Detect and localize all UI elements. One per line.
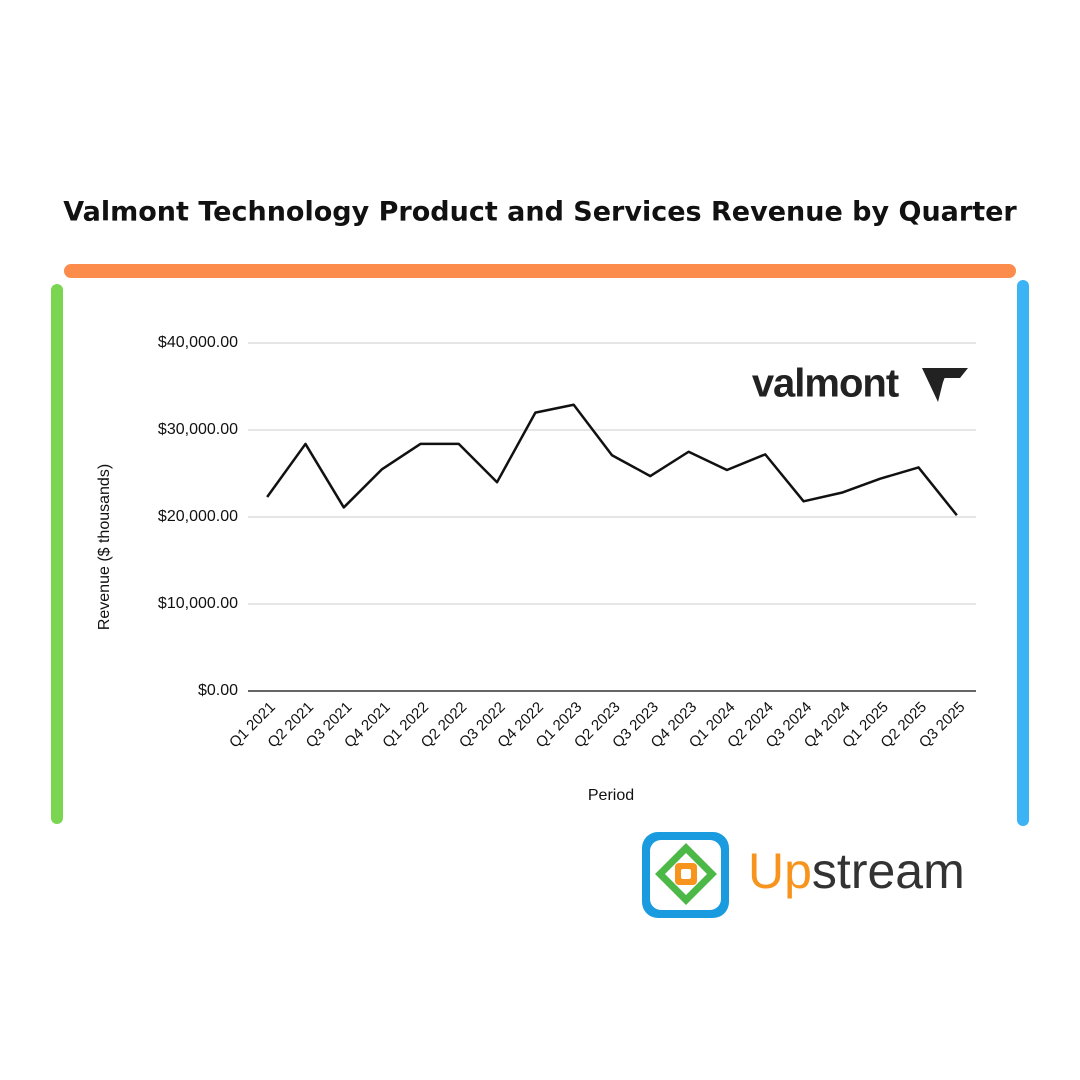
y-axis-label: Revenue ($ thousands) bbox=[96, 464, 113, 630]
upstream-text-part: stream bbox=[812, 843, 965, 899]
y-tick-label: $30,000.00 bbox=[158, 421, 238, 438]
valmont-logo-text: valmont bbox=[752, 362, 899, 406]
chart-title: Valmont Technology Product and Services … bbox=[63, 197, 1017, 228]
upstream-logo: Upstream bbox=[642, 832, 965, 918]
y-tick-label: $40,000.00 bbox=[158, 334, 238, 351]
y-tick-label: $20,000.00 bbox=[158, 508, 238, 525]
upstream-text: Upstream bbox=[748, 843, 965, 899]
valmont-logo: valmont bbox=[752, 362, 968, 406]
valmont-logo-mark bbox=[922, 368, 968, 402]
data-line bbox=[266, 403, 958, 517]
x-axis-label: Period bbox=[588, 787, 634, 804]
upstream-text-part: Up bbox=[748, 843, 812, 899]
y-tick-label: $0.00 bbox=[198, 682, 238, 699]
y-tick-label: $10,000.00 bbox=[158, 595, 238, 612]
upstream-icon-hole bbox=[681, 869, 691, 879]
upstream-icon-diamond bbox=[655, 843, 717, 905]
